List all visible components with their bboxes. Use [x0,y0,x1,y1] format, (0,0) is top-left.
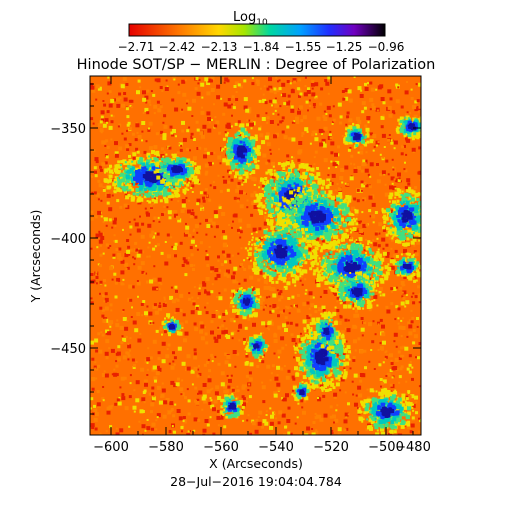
colorbar-label: Log10 [233,10,268,28]
colorbar-tick-5: −1.25 [326,40,363,54]
timestamp: 28−Jul−2016 19:04:04.784 [170,474,342,489]
map-texture [90,76,421,435]
colorbar [128,23,386,37]
figure-title: Hinode SOT/SP − MERLIN : Degree of Polar… [77,57,436,73]
colorbar-tick-2: −2.13 [201,40,238,54]
y-tick-label-450: −450 [50,342,86,357]
colorbar-tick-1: −2.42 [159,40,196,54]
x-tick-label-500: −500 [368,440,404,455]
x-tick-label-600: −600 [93,440,129,455]
colorbar-tick-0: −2.71 [118,40,155,54]
y-axis [90,83,421,415]
colorbar-tick-3: −1.84 [243,40,280,54]
x-tick-label-480: −480 [395,440,431,455]
y-axis-title: Y (Arcseconds) [28,210,43,304]
x-tick-label-540: −540 [258,440,294,455]
y-tick-label-400: −400 [50,232,86,247]
colorbar-tick-6: −0.96 [368,40,405,54]
colorbar-tick-labels: −2.71 −2.42 −2.13 −1.84 −1.55 −1.25 −0.9… [118,40,405,54]
x-axis-title: X (Arcseconds) [209,456,303,471]
polarization-map [90,76,421,435]
map-frame [89,75,422,436]
x-axis [110,76,414,435]
y-tick-label-350: −350 [50,122,86,137]
x-tick-label-560: −560 [203,440,239,455]
map-features [103,115,421,435]
colorbar-tick-4: −1.55 [285,40,322,54]
x-tick-label-520: −520 [313,440,349,455]
x-tick-label-580: −580 [148,440,184,455]
